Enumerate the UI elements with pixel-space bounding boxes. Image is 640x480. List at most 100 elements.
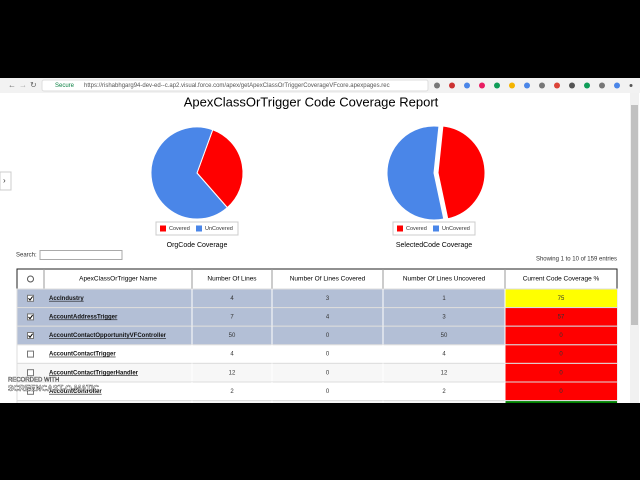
watermark: RECORDED WITH [8, 378, 59, 384]
table-cell: 50 [229, 333, 236, 339]
checkmark [28, 296, 34, 301]
class-name-link[interactable]: AccountAddressTrigger [49, 314, 118, 320]
table-cell: 0 [326, 333, 330, 339]
secure-label: Secure [55, 83, 75, 89]
entries-info: Showing 1 to 10 of 159 entries [536, 257, 617, 263]
table-cell: 4 [326, 314, 330, 320]
row-checkbox[interactable] [27, 387, 34, 395]
table-cell: 12 [441, 370, 448, 376]
row-checkbox[interactable] [27, 313, 34, 321]
table-cell: 2 [442, 389, 446, 395]
table-cell: 3 [326, 296, 330, 302]
legend-swatch [196, 225, 202, 232]
extension-icons [434, 82, 633, 89]
table-cell: 7 [230, 314, 234, 320]
url: https://rishabhgarg94-dev-ed--c.ap2.visu… [84, 83, 390, 89]
class-name-link[interactable]: AccountController [49, 389, 102, 395]
icon[interactable] [464, 82, 470, 89]
select-all[interactable] [27, 275, 34, 283]
scroll-thumb[interactable] [631, 105, 638, 325]
table-cell: 4 [442, 352, 446, 358]
search-input[interactable] [39, 250, 123, 260]
row-checkbox[interactable] [27, 369, 34, 377]
table-cell: 0 [559, 352, 563, 358]
icon[interactable] [434, 82, 440, 89]
table-cell: 12 [229, 370, 236, 376]
table-cell: 2 [230, 389, 234, 395]
search-label: Search: [16, 253, 37, 259]
legend-label: Covered [169, 226, 190, 232]
watermark: SCREENCAST-O-MATIC [8, 384, 99, 393]
checkmark [28, 333, 34, 339]
table-cell: 75 [558, 296, 565, 302]
address-bar[interactable] [41, 79, 429, 92]
coverage-cell [505, 289, 617, 308]
table-cell: 4 [230, 352, 234, 358]
table-cell: 0 [326, 352, 330, 358]
row-checkbox[interactable] [27, 350, 34, 358]
side-tab-arrow: › [3, 176, 6, 185]
table-cell: 0 [559, 389, 563, 395]
table-cell: 0 [326, 389, 330, 395]
icon[interactable] [494, 82, 500, 89]
column-header[interactable]: Current Code Coverage % [523, 276, 600, 283]
bottom-bar [0, 403, 640, 480]
legend-label: UnCovered [442, 226, 470, 232]
icon[interactable] [509, 82, 515, 89]
column-header[interactable]: ApexClassOrTrigger Name [79, 276, 157, 283]
legend-swatch [433, 225, 439, 232]
icon[interactable] [584, 82, 590, 89]
column-header[interactable]: Number Of Lines Uncovered [403, 276, 486, 283]
column-header[interactable]: Number Of Lines [207, 276, 257, 283]
checkmark [28, 314, 34, 320]
column-header[interactable]: Number Of Lines Covered [290, 276, 366, 283]
pie-slice[interactable] [196, 129, 244, 209]
charts: Covered UnCovered OrgCode Coverage Covered U… [150, 125, 486, 249]
icon[interactable] [479, 82, 485, 89]
class-name-link[interactable]: AccountContactTriggerHandler [49, 370, 139, 376]
table-cell: 0 [559, 333, 563, 339]
pie-slice[interactable] [150, 126, 229, 220]
coverage-cell [505, 363, 617, 382]
legend-swatch [160, 225, 166, 232]
table-cell: 0 [559, 370, 563, 376]
chart-caption: OrgCode Coverage [167, 242, 228, 249]
class-name-link[interactable]: AccountContactOpportunityVFController [49, 333, 167, 339]
coverage-cell [505, 345, 617, 363]
table-cell: 57 [558, 314, 565, 320]
table: ApexClassOrTrigger Name Number Of Lines Nu… [16, 268, 618, 420]
table-cell: 50 [441, 333, 448, 339]
icon[interactable] [554, 82, 560, 89]
class-name-link[interactable]: AccIndustry [49, 296, 84, 302]
legend-label: UnCovered [205, 226, 233, 232]
icon[interactable] [569, 82, 575, 89]
icon[interactable] [524, 82, 530, 89]
pie-slice[interactable] [437, 125, 486, 220]
icon[interactable] [599, 82, 605, 89]
legend-swatch [397, 225, 403, 232]
table-cell: 0 [326, 370, 330, 376]
coverage-cell [505, 308, 617, 326]
class-name-link[interactable]: AccountContactTrigger [49, 352, 116, 358]
icon[interactable] [449, 82, 455, 89]
row-checkbox[interactable] [27, 332, 34, 339]
menu[interactable] [629, 84, 633, 87]
coverage-cell [505, 382, 617, 401]
table-cell: 3 [442, 314, 446, 320]
report-title: ApexClassOrTrigger Code Coverage Report [184, 94, 439, 109]
coverage-cell [505, 326, 617, 345]
table-cell: 1 [442, 296, 446, 302]
icon[interactable] [614, 82, 620, 89]
legend-label: Covered [406, 226, 427, 232]
row-checkbox[interactable] [27, 294, 34, 302]
back-button[interactable]: ← [8, 81, 16, 90]
forward-button[interactable]: → [19, 81, 27, 90]
reload-button[interactable]: ↻ [30, 81, 37, 90]
chart-caption: SelectedCode Coverage [396, 242, 472, 249]
pie-slice[interactable] [386, 125, 445, 221]
icon[interactable] [539, 82, 545, 89]
side-tab[interactable] [0, 171, 12, 191]
table-cell: 4 [230, 296, 234, 302]
